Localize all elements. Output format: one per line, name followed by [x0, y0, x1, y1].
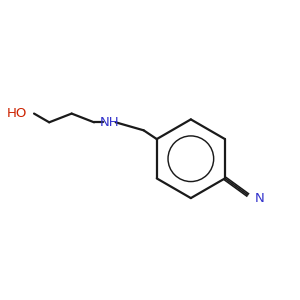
Text: HO: HO: [6, 107, 27, 120]
Text: N: N: [254, 192, 264, 205]
Text: NH: NH: [99, 116, 119, 129]
